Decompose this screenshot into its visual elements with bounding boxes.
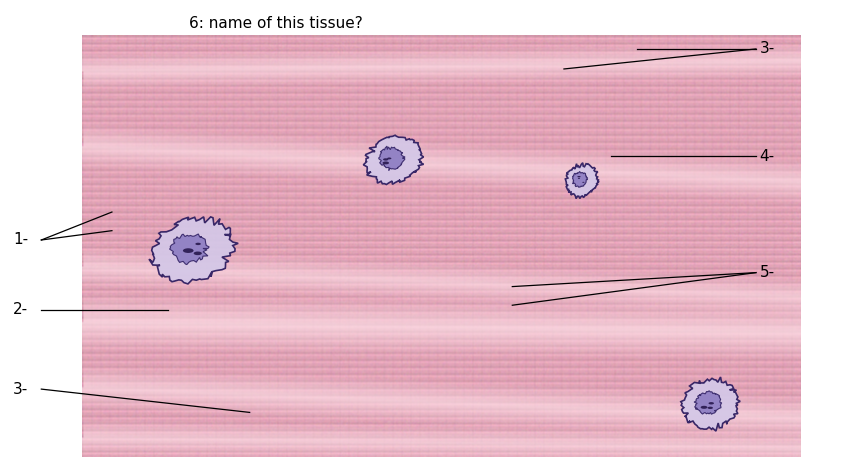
Polygon shape [681,377,740,431]
Ellipse shape [708,407,713,409]
Ellipse shape [578,178,580,179]
Ellipse shape [578,176,580,178]
Polygon shape [149,217,238,284]
Polygon shape [379,146,405,171]
Polygon shape [694,391,722,414]
Text: 4-: 4- [759,149,775,164]
Ellipse shape [701,406,708,409]
Polygon shape [363,135,424,185]
Text: 6: name of this tissue?: 6: name of this tissue? [189,16,362,31]
Polygon shape [566,163,599,199]
Ellipse shape [709,402,714,404]
Text: 1-: 1- [13,233,28,247]
Polygon shape [170,234,209,265]
Ellipse shape [387,158,392,159]
Ellipse shape [382,162,389,164]
Text: 3-: 3- [759,41,775,56]
Text: 5-: 5- [759,265,775,280]
Text: 2-: 2- [13,302,28,317]
Ellipse shape [183,248,194,253]
Ellipse shape [383,158,388,161]
Ellipse shape [582,182,585,183]
Polygon shape [573,171,588,187]
Text: 3-: 3- [13,382,28,397]
Ellipse shape [194,252,201,255]
Ellipse shape [195,243,201,245]
